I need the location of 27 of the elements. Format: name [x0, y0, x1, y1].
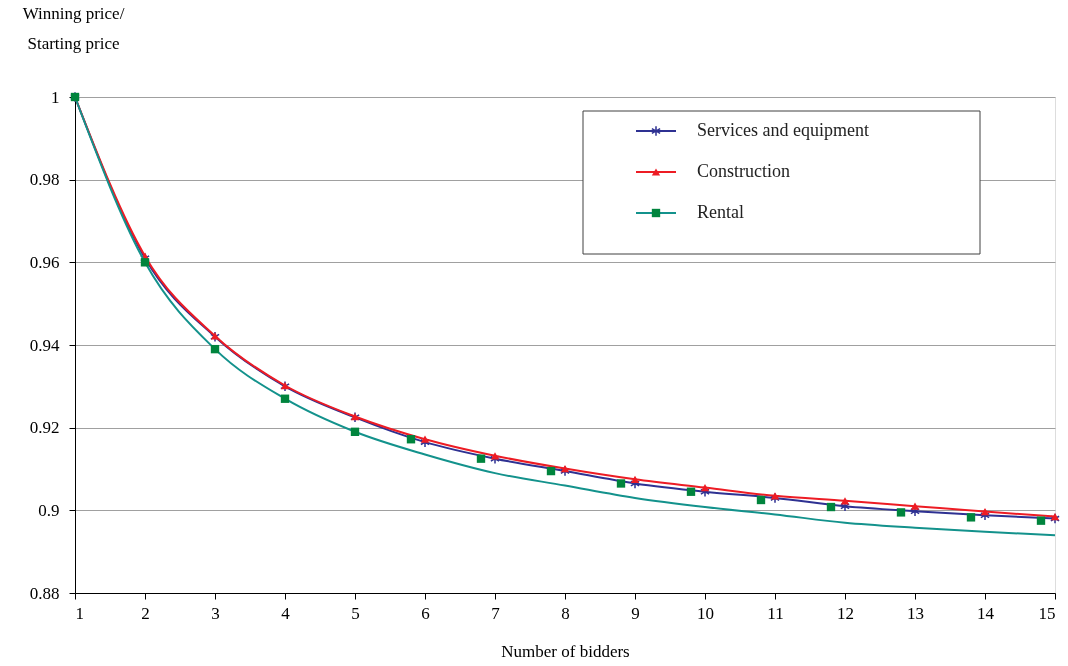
x-tick-label: 10	[697, 603, 714, 623]
y-tick-label: 0.94	[29, 335, 60, 355]
x-tick-label: 6	[421, 603, 430, 623]
x-tick-label: 2	[141, 603, 150, 623]
y-tick-label: 1	[51, 87, 60, 107]
x-tick-label: 8	[561, 603, 570, 623]
x-tick-label: 14	[977, 603, 995, 623]
x-tick-label: 9	[631, 603, 640, 623]
y-axis-title: Winning price/ Starting price	[22, 3, 125, 53]
x-tick-label: 13	[907, 603, 924, 623]
y-tick-label: 0.96	[29, 252, 60, 272]
x-tick-label: 3	[211, 603, 220, 623]
x-tick-label: 1	[75, 603, 84, 623]
legend-label: Rental	[697, 202, 744, 222]
y-tick-label: 0.98	[29, 170, 60, 190]
y-tick-label: 0.9	[38, 500, 60, 520]
x-axis-title: Number of bidders	[501, 641, 630, 661]
x-tick-label: 5	[351, 603, 360, 623]
y-tick-label: 0.92	[29, 418, 60, 438]
x-tick-label: 7	[491, 603, 501, 623]
legend-label: Services and equipment	[697, 120, 869, 140]
y-tick-label: 0.88	[29, 583, 60, 603]
x-tick-label: 12	[837, 603, 854, 623]
x-tick-label: 11	[767, 603, 784, 623]
x-tick-label: 4	[281, 603, 291, 623]
legend-label: Construction	[697, 161, 790, 181]
x-tick-label: 15	[1038, 603, 1056, 623]
